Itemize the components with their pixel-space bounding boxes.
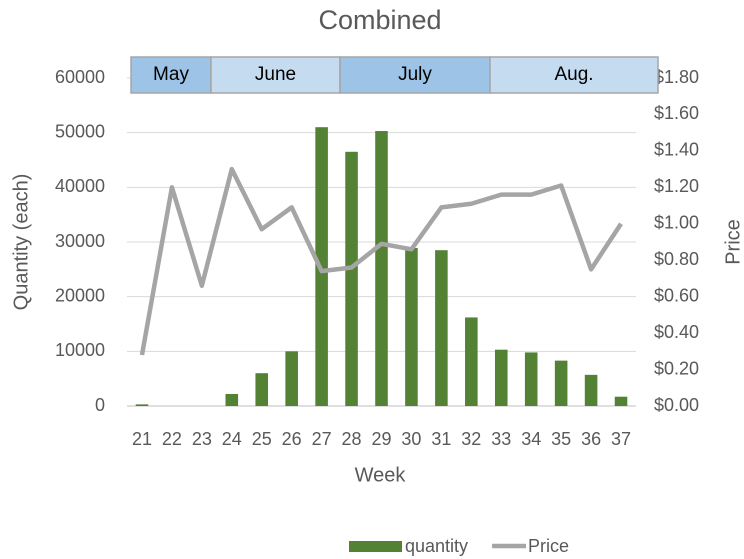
y2-axis-title: Price [722,219,744,265]
price-line [139,166,623,356]
bar [584,374,598,406]
y2-tick-label: $1.00 [654,213,699,233]
y-tick-label: 40000 [55,176,105,196]
y-tick-label: 30000 [55,231,105,251]
x-tick-label: 36 [581,429,601,449]
bar [524,352,538,406]
x-tick-label: 30 [401,429,421,449]
bar [405,248,418,406]
x-axis-title: Week [355,464,407,486]
x-tick-label: 21 [132,429,152,449]
bar [135,404,149,406]
y2-tick-label: $1.80 [654,67,699,87]
bar [465,317,478,406]
y2-tick-label: $1.40 [654,140,699,160]
y2-tick-label: $1.20 [654,176,699,196]
month-label: July [398,64,432,85]
month-band [130,56,212,94]
x-tick-label: 28 [342,429,362,449]
bar [225,393,239,406]
legend-label: quantity [405,536,468,556]
y-axis-title: Quantity (each) [10,174,32,311]
y2-tick-label: $0.00 [654,395,699,415]
y-tick-label: 0 [95,395,105,415]
x-tick-label: 29 [371,429,391,449]
chart-title: Combined [318,5,441,35]
x-tick-label: 26 [282,429,302,449]
x-tick-label: 22 [162,429,182,449]
x-tick-label: 23 [192,429,212,449]
x-tick-label: 35 [551,429,571,449]
y2-tick-label: $0.40 [654,322,699,342]
y2-tick-label: $1.60 [654,103,699,123]
x-tick-label: 31 [431,429,451,449]
bar [435,250,448,406]
bar [345,151,358,406]
legend-label: Price [528,536,569,556]
x-tick-label: 32 [461,429,481,449]
bar [255,373,269,406]
x-tick-label: 27 [312,429,332,449]
x-tick-label: 33 [491,429,511,449]
y-tick-label: 10000 [55,340,105,360]
y-tick-label: 50000 [55,121,105,141]
y2-tick-label: $0.80 [654,249,699,269]
x-tick-label: 34 [521,429,541,449]
month-label: Aug. [554,64,593,85]
x-tick-label: 25 [252,429,272,449]
bar [375,131,388,406]
month-band [210,56,341,94]
y2-tick-label: $0.20 [654,358,699,378]
x-tick-label: 24 [222,429,242,449]
bar [494,349,508,406]
month-label: May [153,64,189,85]
month-band [489,56,659,94]
bar [285,351,298,406]
bar [554,360,568,406]
x-tick-label: 37 [611,429,631,449]
y2-tick-label: $0.60 [654,285,699,305]
bar [614,396,628,406]
month-label: June [255,64,296,85]
legend-swatch [349,541,402,552]
y-tick-label: 20000 [55,285,105,305]
y-tick-label: 60000 [55,67,105,87]
